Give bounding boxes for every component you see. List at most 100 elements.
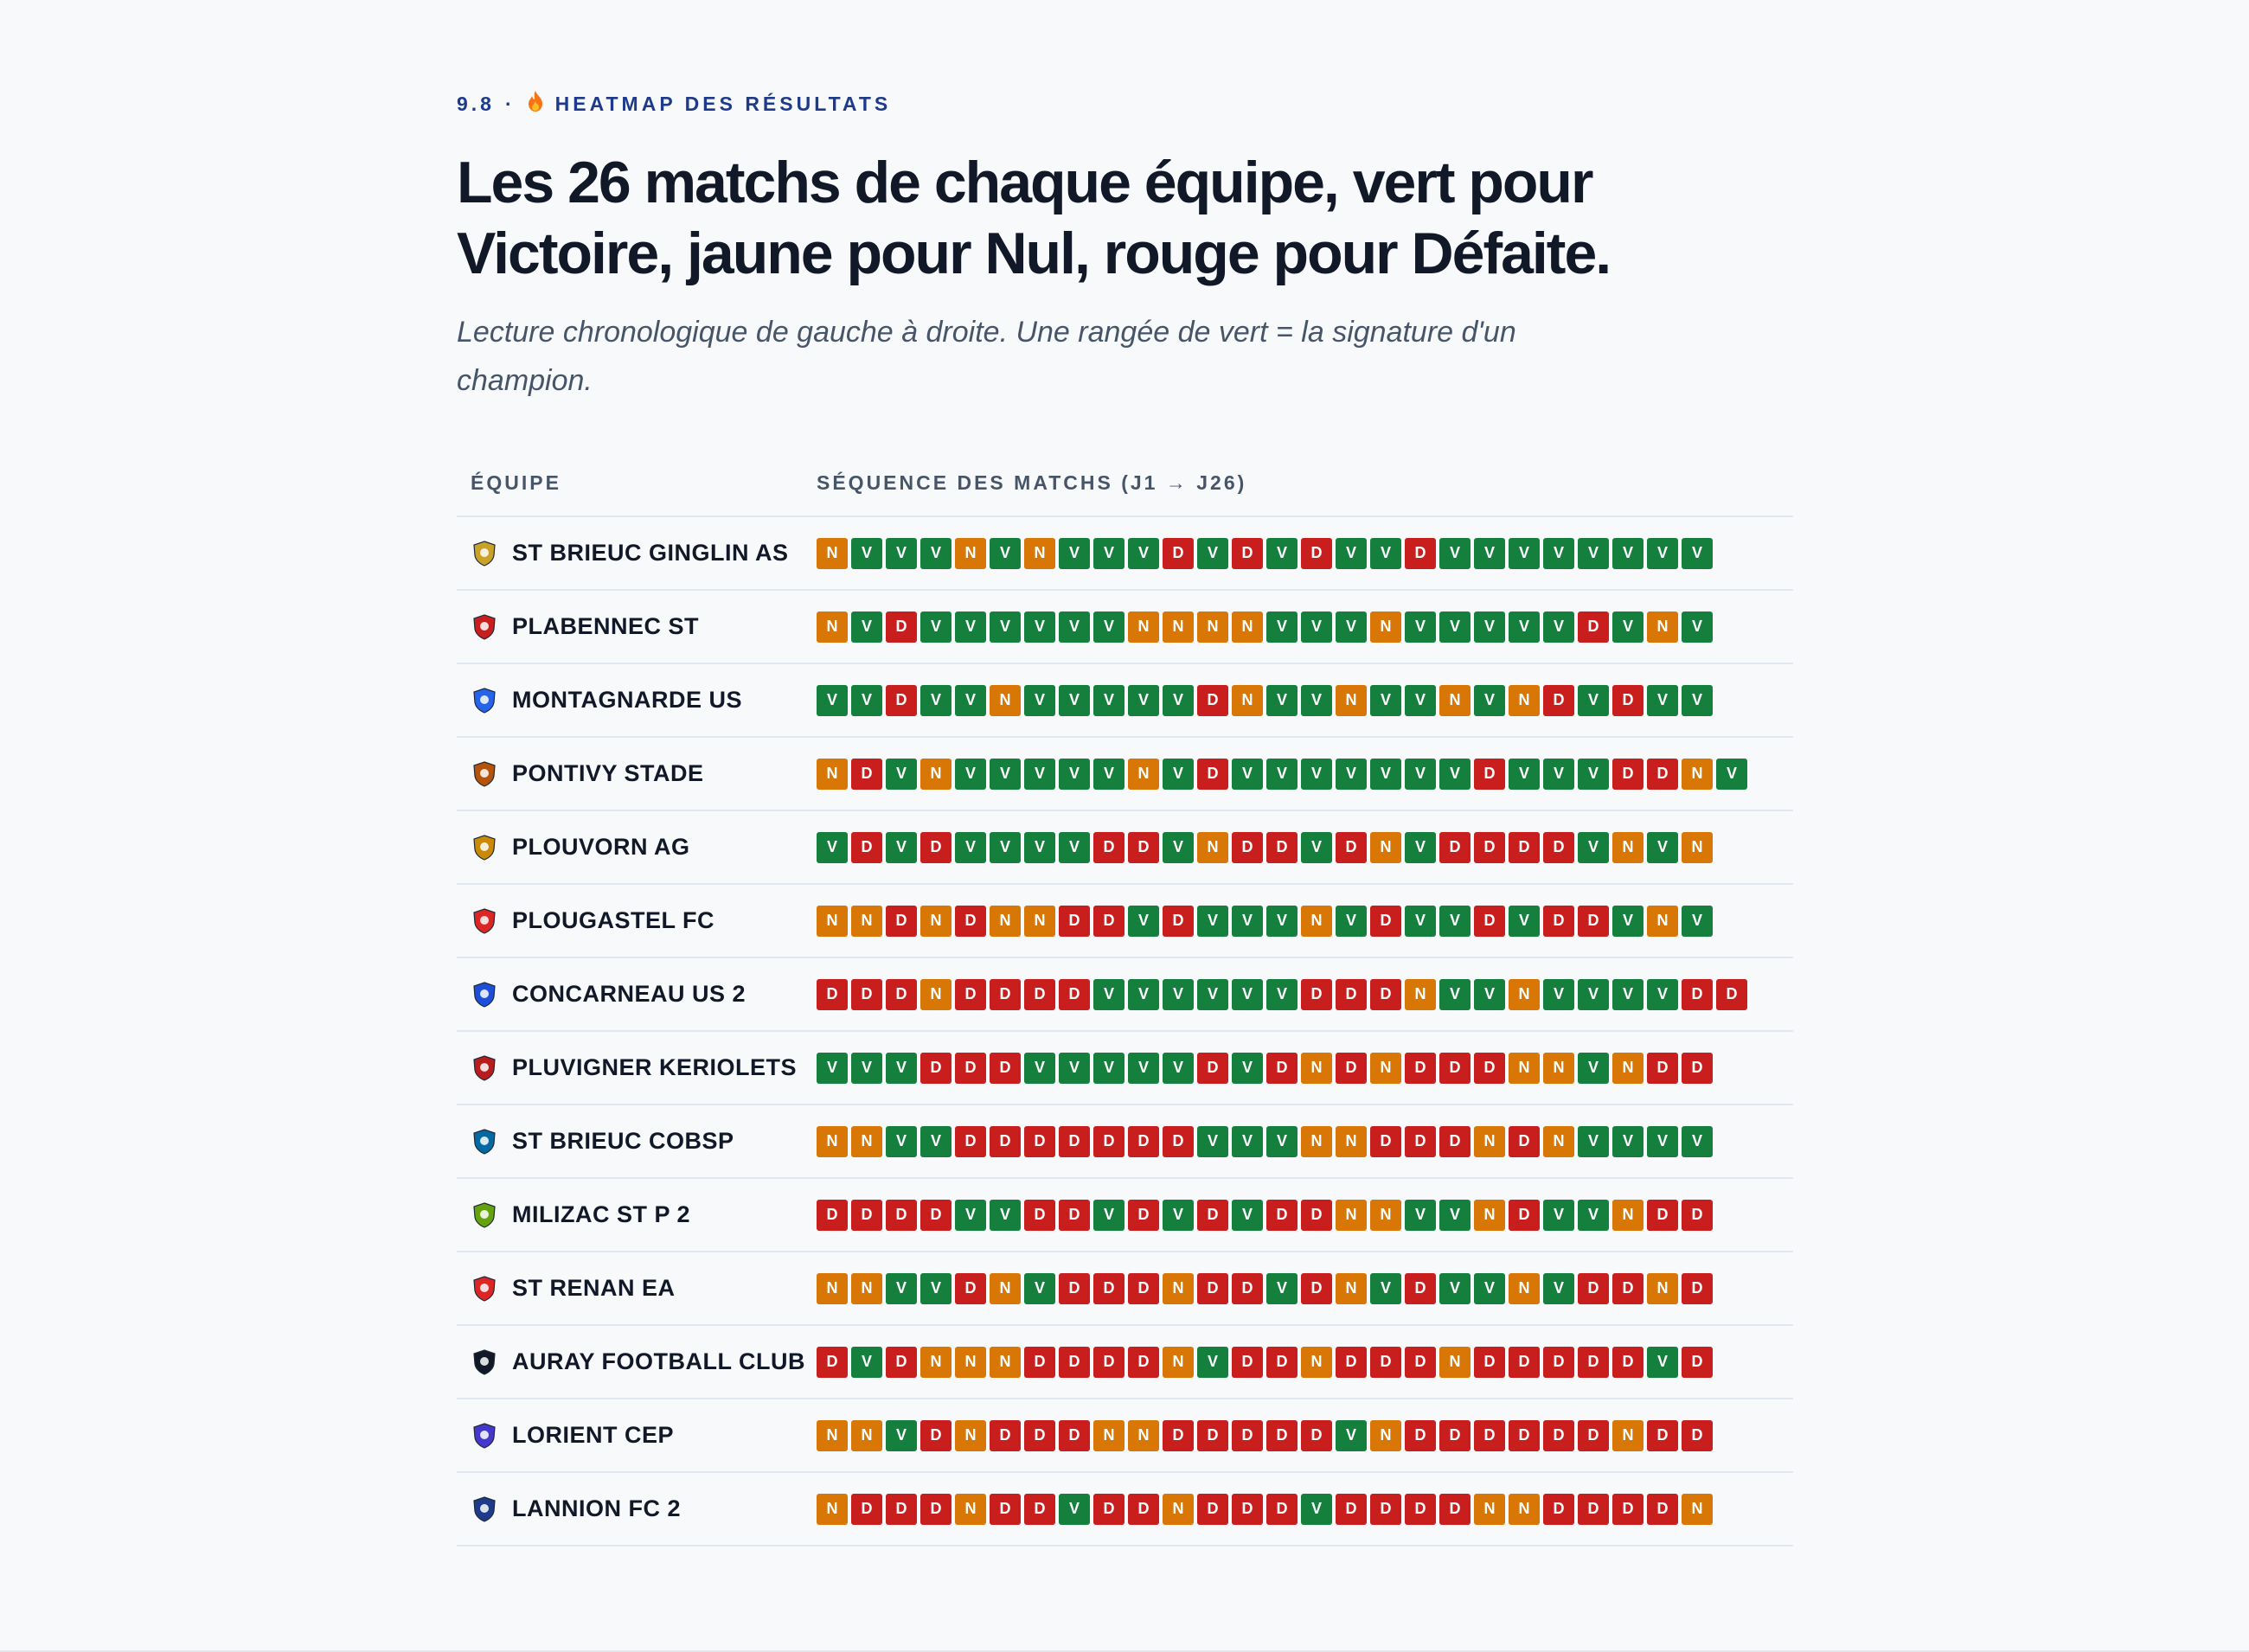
result-cell: V — [1647, 684, 1678, 716]
result-cell: D — [886, 684, 917, 716]
result-cell: N — [1336, 684, 1367, 716]
result-cell: V — [1128, 905, 1159, 937]
result-cell: D — [1647, 758, 1678, 790]
result-cell: D — [886, 1199, 917, 1231]
result-cell: V — [1301, 611, 1332, 643]
result-cell: V — [1024, 1272, 1055, 1304]
result-cell: V — [1578, 1199, 1609, 1231]
result-cell: D — [1266, 831, 1298, 863]
team-crest-icon — [471, 613, 498, 641]
page-subtitle: Lecture chronologique de gauche à droite… — [457, 316, 1516, 397]
result-cell: N — [1370, 831, 1401, 863]
result-cell: D — [1405, 1346, 1436, 1378]
result-cell: V — [990, 537, 1021, 569]
result-cell: D — [1197, 1419, 1228, 1451]
result-cell: V — [1578, 1052, 1609, 1084]
table-body: ST BRIEUC GINGLIN AS N V V V N V N V V V D V D V D V V D V V… — [457, 517, 1793, 1546]
result-cell: D — [1612, 1346, 1644, 1378]
result-cell: D — [1370, 978, 1401, 1010]
result-cell: D — [1682, 1272, 1713, 1304]
result-cell: V — [1509, 905, 1540, 937]
result-cell: D — [1578, 1493, 1609, 1525]
result-cell: D — [1578, 905, 1609, 937]
result-cell: D — [1197, 1052, 1228, 1084]
result-cell: D — [851, 758, 882, 790]
result-cell: D — [1163, 1419, 1194, 1451]
result-cell: V — [1439, 1272, 1470, 1304]
result-cell: N — [1024, 905, 1055, 937]
result-cell: D — [1682, 978, 1713, 1010]
result-cell: V — [920, 684, 952, 716]
result-cell: N — [1301, 1052, 1332, 1084]
result-cell: V — [1439, 1199, 1470, 1231]
result-cell: V — [1232, 1052, 1263, 1084]
result-cell: D — [1543, 1346, 1574, 1378]
result-cell: V — [1336, 537, 1367, 569]
result-cell: V — [1439, 611, 1470, 643]
kicker-label: HEATMAP DES RÉSULTATS — [554, 92, 892, 115]
column-header-team: ÉQUIPE — [471, 471, 561, 494]
result-cell: D — [1509, 1346, 1540, 1378]
result-cell: V — [1405, 758, 1436, 790]
result-cell: N — [1370, 1419, 1401, 1451]
result-cell: V — [1024, 611, 1055, 643]
result-cell: V — [1439, 905, 1470, 937]
result-cell: N — [955, 1493, 986, 1525]
result-cell: V — [920, 1272, 952, 1304]
result-cell: V — [1128, 684, 1159, 716]
result-cell: V — [1474, 1272, 1505, 1304]
team-crest-icon — [471, 1201, 498, 1229]
result-cell: V — [1647, 831, 1678, 863]
result-cell: D — [1128, 1346, 1159, 1378]
result-cell: D — [851, 1199, 882, 1231]
result-cell: N — [1197, 611, 1228, 643]
result-cell: V — [1474, 978, 1505, 1010]
result-cell: D — [1266, 1052, 1298, 1084]
result-cell: D — [1405, 1493, 1436, 1525]
result-cell: N — [1612, 1419, 1644, 1451]
result-cell: V — [1543, 537, 1574, 569]
result-cell: D — [920, 831, 952, 863]
result-cell: N — [1232, 684, 1263, 716]
team-crest-icon — [471, 834, 498, 861]
result-cell: V — [1405, 684, 1436, 716]
result-cell: V — [1439, 978, 1470, 1010]
result-cell: N — [1163, 1272, 1194, 1304]
result-cell: D — [1059, 1346, 1090, 1378]
result-cell: D — [1301, 1272, 1332, 1304]
result-cell: D — [1128, 1493, 1159, 1525]
result-cell: V — [1232, 978, 1263, 1010]
result-cell: D — [1232, 1419, 1263, 1451]
result-cell: V — [1232, 758, 1263, 790]
result-cell: D — [990, 1493, 1021, 1525]
result-cell: D — [1336, 1493, 1367, 1525]
result-cell: D — [1612, 758, 1644, 790]
results-heatmap-table: ÉQUIPE SÉQUENCE DES MATCHS (J1 → J26) ST… — [457, 450, 1793, 1546]
result-cell: V — [1647, 1125, 1678, 1157]
result-cell: N — [1370, 611, 1401, 643]
result-cell: V — [1370, 758, 1401, 790]
result-cell: V — [817, 1052, 848, 1084]
team-cell: ST BRIEUC COBSP — [457, 1128, 817, 1156]
result-cell: N — [1509, 1272, 1540, 1304]
result-cell: D — [955, 905, 986, 937]
result-cell: V — [990, 831, 1021, 863]
result-cell: V — [1370, 684, 1401, 716]
result-cell: V — [1059, 1493, 1090, 1525]
team-name: CONCARNEAU US 2 — [512, 981, 746, 1007]
result-cell: V — [1163, 1199, 1194, 1231]
result-cell: V — [1197, 905, 1228, 937]
result-cell: D — [1128, 1199, 1159, 1231]
result-cell: V — [990, 1199, 1021, 1231]
result-cell: D — [851, 1493, 882, 1525]
team-cell: PLABENNEC ST — [457, 613, 817, 641]
heatmap-section: 9.8 · HEATMAP DES RÉSULTATS Les 26 match… — [457, 90, 1793, 1546]
result-cell: D — [1093, 1125, 1124, 1157]
result-cell: V — [851, 684, 882, 716]
result-cell: N — [851, 1419, 882, 1451]
team-cell: PONTIVY STADE — [457, 760, 817, 788]
team-crest-icon — [471, 1054, 498, 1082]
result-cell: D — [1405, 1272, 1436, 1304]
